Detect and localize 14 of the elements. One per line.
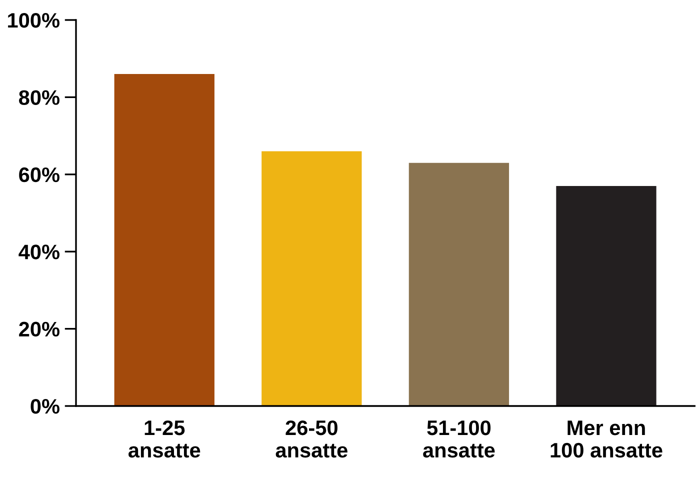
y-tick-label: 0% bbox=[30, 399, 60, 414]
x-tick-label: Mer enn 100 ansatte bbox=[550, 420, 662, 458]
x-tick-label: 1-25 ansatte bbox=[128, 420, 200, 458]
bar bbox=[408, 162, 510, 406]
y-tick-label: 100% bbox=[8, 13, 60, 28]
x-tick-label: 26-50 ansatte bbox=[276, 420, 348, 458]
y-tick-label: 80% bbox=[18, 90, 60, 105]
bar bbox=[262, 151, 362, 406]
y-tick-label: 40% bbox=[18, 244, 60, 260]
bar bbox=[556, 186, 656, 406]
x-tick-label: 51-100 ansatte bbox=[423, 420, 495, 458]
y-tick-label: 20% bbox=[19, 322, 60, 337]
y-tick-label: 60% bbox=[19, 167, 60, 182]
bar bbox=[114, 74, 214, 406]
